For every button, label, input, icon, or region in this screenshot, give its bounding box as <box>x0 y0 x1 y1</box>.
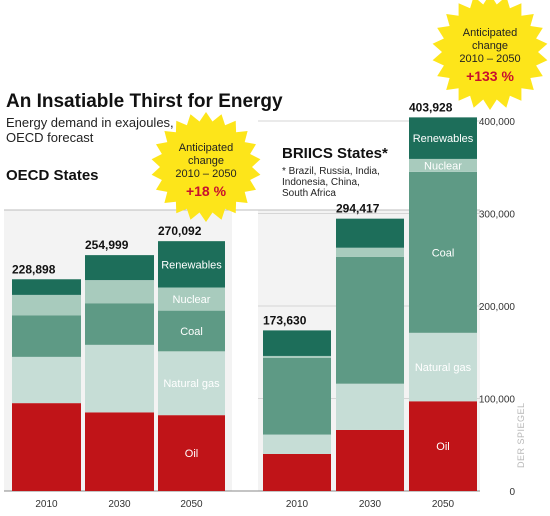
bar-segment-renewables <box>336 218 404 248</box>
bar-segment-renewables <box>12 279 81 295</box>
segment-label-natural-gas: Natural gas <box>163 378 220 390</box>
bar-segment-nuclear <box>409 158 477 172</box>
segment-label-coal: Coal <box>432 247 455 259</box>
briics-badge-line-1: Anticipated <box>463 27 517 39</box>
credit-label: DER SPIEGEL <box>516 402 526 468</box>
segment-label-natural-gas: Natural gas <box>415 362 472 374</box>
segment-label-renewables: Renewables <box>161 259 222 271</box>
briics-panel-title: BRIICS States* <box>282 145 388 162</box>
segment-label-nuclear: Nuclear <box>424 160 462 172</box>
oecd-change-badge: Anticipated change 2010 – 2050 +18 % <box>151 112 261 222</box>
chart-title: An Insatiable Thirst for Energy <box>6 91 283 112</box>
bar-segment-coal <box>85 303 154 345</box>
bar-segment-coal <box>336 256 404 384</box>
bar-segment-natural-gas <box>158 351 225 416</box>
bar-segment-natural-gas <box>263 434 331 454</box>
x-tick-label: 2050 <box>432 499 455 510</box>
briics-footnote-line-1: * Brazil, Russia, India, <box>282 166 380 177</box>
segment-label-oil: Oil <box>436 441 449 453</box>
segment-label-renewables: Renewables <box>413 133 474 145</box>
bar-segment-oil <box>12 403 81 491</box>
bar-segment-oil <box>409 401 477 491</box>
bar-total-label: 173,630 <box>263 313 307 327</box>
bar-segment-natural-gas <box>336 383 404 430</box>
oecd-badge-line-3: 2010 – 2050 <box>175 168 236 180</box>
bar-segment-renewables <box>85 255 154 281</box>
briics-badge-starburst <box>432 0 548 110</box>
briics-change-badge: Anticipated change 2010 – 2050 +133 % <box>432 0 548 110</box>
bar-segment-oil <box>158 415 225 491</box>
bar-total-label: 403,928 <box>409 100 453 114</box>
bar-segment-nuclear <box>85 280 154 304</box>
briics-badge-line-3: 2010 – 2050 <box>459 53 520 65</box>
y-tick-label: 300,000 <box>479 210 516 221</box>
y-tick-label: 200,000 <box>479 302 516 313</box>
oecd-panel-title: OECD States <box>6 167 99 184</box>
briics-footnote-line-3: South Africa <box>282 188 336 199</box>
bar-segment-renewables <box>263 330 331 356</box>
y-tick-label: 400,000 <box>479 117 516 128</box>
bar-segment-nuclear <box>158 287 225 311</box>
oecd-badge-starburst <box>151 112 261 222</box>
x-tick-label: 2050 <box>180 499 203 510</box>
segment-label-oil: Oil <box>185 448 198 460</box>
oecd-badge-pct: +18 % <box>186 183 227 199</box>
bar-total-label: 270,092 <box>158 224 202 238</box>
y-tick-label: 0 <box>509 487 515 498</box>
bar-segment-nuclear <box>336 247 404 257</box>
bar-segment-oil <box>85 412 154 491</box>
bar-segment-natural-gas <box>85 344 154 413</box>
bar-total-label: 228,898 <box>12 262 56 276</box>
briics-footnote-line-2: Indonesia, China, <box>282 177 360 188</box>
y-tick-label: 100,000 <box>479 395 516 406</box>
bar-segment-nuclear <box>263 355 331 358</box>
bar-segment-coal <box>263 357 331 435</box>
bar-total-label: 294,417 <box>336 202 380 216</box>
segment-label-coal: Coal <box>180 326 203 338</box>
bar-segment-renewables <box>409 117 477 159</box>
bar-segment-coal <box>12 315 81 357</box>
segment-label-nuclear: Nuclear <box>173 294 211 306</box>
x-tick-label: 2030 <box>108 499 131 510</box>
bar-segment-coal <box>409 171 477 333</box>
briics-badge-pct: +133 % <box>466 68 514 84</box>
bar-segment-nuclear <box>12 294 81 316</box>
bar-segment-natural-gas <box>12 356 81 404</box>
briics-badge-line-2: change <box>472 40 508 52</box>
bar-segment-oil <box>263 454 331 491</box>
bar-segment-coal <box>158 310 225 352</box>
oecd-badge-line-1: Anticipated <box>179 142 233 154</box>
bar-segment-natural-gas <box>409 332 477 402</box>
bar-segment-oil <box>336 429 404 491</box>
x-tick-label: 2010 <box>35 499 58 510</box>
bar-total-label: 254,999 <box>85 238 129 252</box>
chart-subtitle-line-1: Energy demand in exajoules, <box>6 115 174 130</box>
oecd-badge-line-2: change <box>188 155 224 167</box>
bar-segment-renewables <box>158 241 225 288</box>
x-tick-label: 2030 <box>359 499 382 510</box>
chart-subtitle-line-2: OECD forecast <box>6 130 94 145</box>
x-tick-label: 2010 <box>286 499 309 510</box>
